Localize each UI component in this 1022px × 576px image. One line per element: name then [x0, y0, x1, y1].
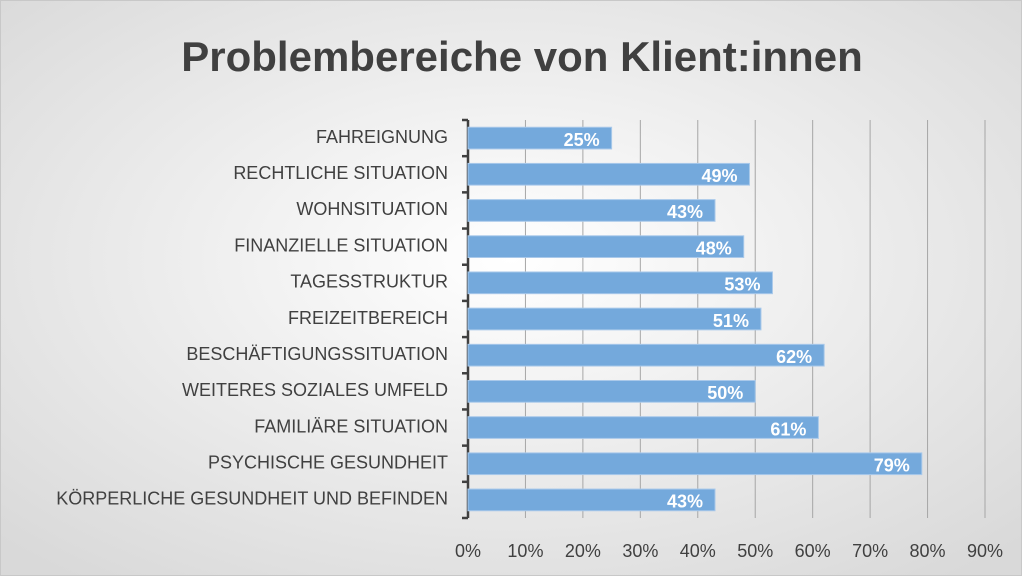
x-tick-label: 20% [565, 541, 601, 561]
x-tick-label: 40% [680, 541, 716, 561]
bar [467, 343, 825, 367]
data-label: 43% [667, 202, 703, 222]
bar [467, 380, 756, 403]
data-label: 25% [564, 130, 600, 150]
bar [467, 199, 716, 222]
bar [467, 126, 613, 150]
bar [467, 452, 923, 476]
bar [467, 235, 745, 258]
chart-title: Problembereiche von Klient:innen [181, 33, 862, 80]
bar [467, 271, 773, 295]
y-tick-label: RECHTLICHE SITUATION [233, 163, 448, 183]
data-label: 43% [667, 492, 703, 512]
y-tick-label: FINANZIELLE SITUATION [234, 235, 448, 255]
y-tick-label: WOHNSITUATION [296, 199, 448, 219]
x-tick-label: 60% [795, 541, 831, 561]
data-label: 53% [724, 275, 760, 295]
y-tick-label: WEITERES SOZIALES UMFELD [182, 380, 448, 400]
x-tick-label: 80% [910, 541, 946, 561]
y-tick-label: FREIZEITBEREICH [288, 308, 448, 328]
y-tick-label: TAGESSTRUKTUR [290, 272, 448, 292]
data-label: 62% [776, 347, 812, 367]
data-label: 79% [874, 455, 910, 475]
data-label: 49% [701, 166, 737, 186]
x-tick-label: 70% [852, 541, 888, 561]
y-tick-label: KÖRPERLICHE GESUNDHEIT UND BEFINDEN [56, 489, 448, 509]
y-tick-label: FAMILIÄRE SITUATION [254, 416, 448, 436]
data-label: 50% [707, 383, 743, 403]
x-tick-label: 0% [455, 541, 481, 561]
x-tick-label: 10% [507, 541, 543, 561]
y-tick-label: PSYCHISCHE GESUNDHEIT [208, 452, 448, 472]
bar [467, 307, 762, 331]
bar [467, 488, 716, 512]
bar [467, 416, 819, 439]
data-label: 48% [696, 238, 732, 258]
data-label: 51% [713, 311, 749, 331]
x-tick-label: 90% [967, 541, 1003, 561]
x-tick-label: 30% [622, 541, 658, 561]
x-tick-label: 50% [737, 541, 773, 561]
bar [467, 162, 750, 186]
y-tick-label: FAHREIGNUNG [316, 127, 448, 147]
y-tick-label: BESCHÄFTIGUNGSSITUATION [186, 344, 448, 364]
data-label: 61% [770, 419, 806, 439]
